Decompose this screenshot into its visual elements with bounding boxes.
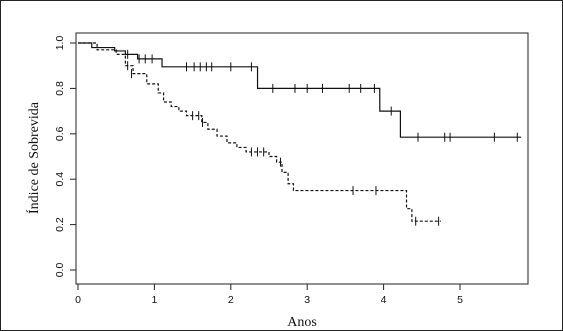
y-tick-label: 0.6 [54,126,66,141]
series-layer [78,42,522,226]
x-tick-label: 3 [304,294,310,306]
y-tick-label: 0.8 [54,81,66,96]
plot-area [75,32,529,285]
y-tick-label: 0.4 [54,172,66,187]
x-axis-label: Anos [287,315,317,330]
x-tick-label: 5 [457,294,463,306]
x-tick-label: 4 [381,294,387,306]
x-tick-label: 2 [228,294,234,306]
y-tick-label: 1.0 [54,36,66,51]
dashed-survival-curve [78,42,441,222]
x-axis: 0 1 2 3 4 5 [75,283,463,306]
y-tick-label: 0.0 [54,263,66,278]
y-axis-label: Índice de Sobrevida [25,101,42,214]
y-axis: 0.0 0.2 0.4 0.6 0.8 1.0 [54,36,77,278]
solid-survival-curve [78,42,522,138]
x-tick-label: 1 [151,294,157,306]
y-tick-label: 0.2 [54,217,66,232]
x-tick-label: 0 [75,294,81,306]
